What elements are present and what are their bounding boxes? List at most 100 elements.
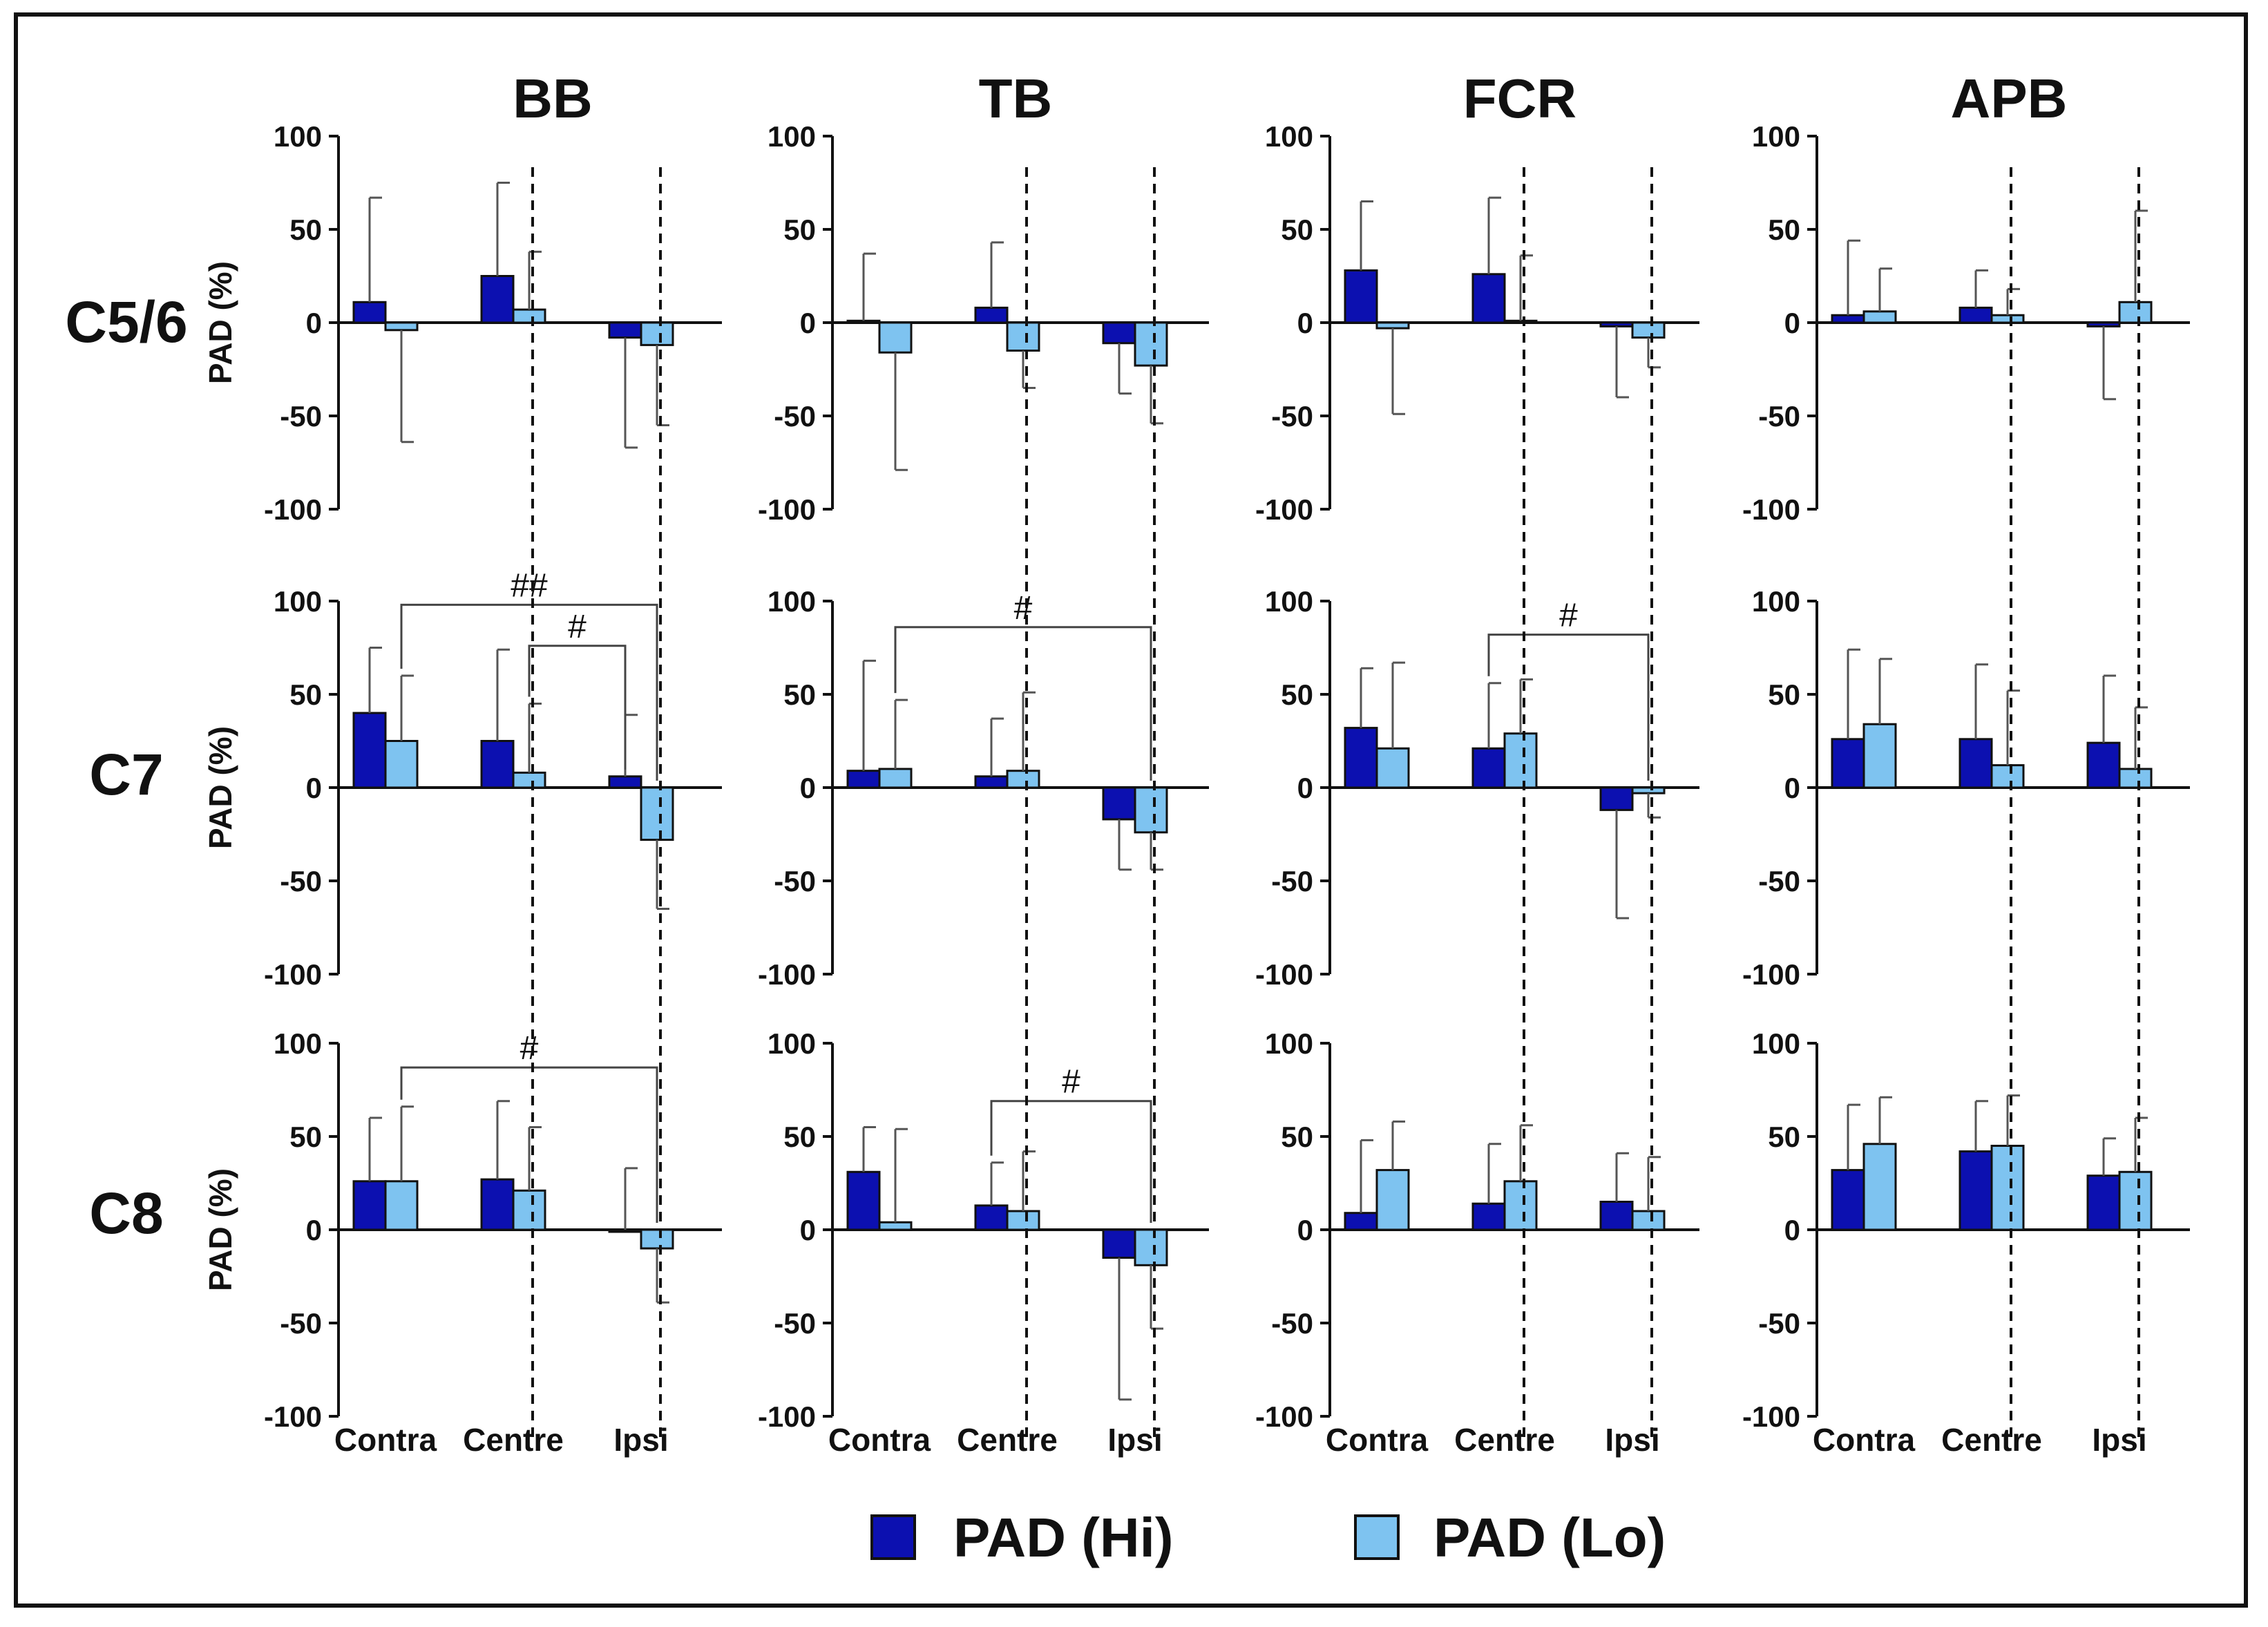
panel-apb-c8: 100 50 0 -50 -100 Contra Centre Ipsi bbox=[1742, 1027, 2190, 1458]
bar-hi-centre bbox=[1471, 747, 1506, 789]
x-tick-label: Centre bbox=[463, 1422, 564, 1458]
bar-lo-contra bbox=[878, 768, 913, 789]
col-title-bb: BB bbox=[513, 68, 593, 129]
x-tick-label: Contra bbox=[828, 1422, 931, 1458]
bar-hi-contra bbox=[846, 770, 881, 789]
bar-lo-ipsi bbox=[1631, 786, 1666, 795]
y-tick-label: -100 bbox=[1255, 1400, 1313, 1433]
bar-lo-ipsi bbox=[1134, 786, 1168, 834]
panel-fcr-c7: 100 50 0 -50 -100 # bbox=[1255, 585, 1699, 991]
row-label-c56: C5/6 bbox=[65, 289, 187, 354]
y-tick-label: -50 bbox=[774, 865, 816, 897]
y-tick-label: -50 bbox=[774, 1307, 816, 1340]
y-tick-label: 50 bbox=[289, 1121, 322, 1153]
bar-hi-centre bbox=[480, 275, 515, 324]
bar-lo-ipsi bbox=[640, 786, 674, 841]
y-tick-label: -50 bbox=[1758, 865, 1800, 897]
bar-hi-centre bbox=[1471, 1202, 1506, 1231]
y-tick-label: 100 bbox=[1265, 120, 1313, 153]
bar-lo-contra bbox=[878, 321, 913, 354]
bar-lo-ipsi bbox=[1134, 1228, 1168, 1266]
y-axis-label: PAD (%) bbox=[202, 261, 238, 384]
panel-tb-c8: 100 50 0 -50 -100 # Contra Centre Ipsi bbox=[758, 1027, 1209, 1458]
bar-hi-contra bbox=[1344, 269, 1378, 324]
significance-label: # bbox=[1559, 598, 1578, 634]
bar-hi-ipsi bbox=[2086, 1174, 2121, 1231]
bar-hi-contra bbox=[352, 301, 387, 324]
significance-label: # bbox=[1062, 1064, 1080, 1101]
y-axis-label: PAD (%) bbox=[202, 1168, 238, 1291]
bar-hi-contra bbox=[846, 1170, 881, 1231]
y-tick-label: -100 bbox=[1742, 493, 1800, 526]
significance-bracket bbox=[990, 1100, 1152, 1223]
x-tick-label: Contra bbox=[1326, 1422, 1429, 1458]
significance-bracket bbox=[528, 645, 627, 770]
y-tick-label: 0 bbox=[306, 772, 322, 804]
y-tick-label: -50 bbox=[1271, 865, 1313, 897]
col-title-fcr: FCR bbox=[1463, 68, 1576, 129]
bar-hi-contra bbox=[1831, 314, 1865, 324]
bar-hi-contra bbox=[352, 712, 387, 789]
bar-lo-contra bbox=[1862, 1143, 1897, 1231]
panel-bb-c8: 100 50 0 -50 -100 PAD (%) # Contra Centre Ipsi bbox=[202, 1027, 722, 1458]
bar-hi-ipsi bbox=[608, 1228, 642, 1233]
bar-hi-ipsi bbox=[1599, 321, 1634, 327]
bar-hi-contra bbox=[1344, 1212, 1378, 1231]
y-tick-label: 50 bbox=[1768, 678, 1800, 711]
bar-lo-centre bbox=[1503, 732, 1538, 789]
bar-lo-contra bbox=[1862, 310, 1897, 324]
bar-lo-centre bbox=[1006, 1210, 1040, 1231]
y-tick-label: 100 bbox=[274, 585, 322, 618]
y-tick-label: -100 bbox=[1742, 958, 1800, 991]
bar-hi-ipsi bbox=[1599, 1201, 1634, 1231]
y-tick-label: 100 bbox=[274, 120, 322, 153]
y-tick-label: 50 bbox=[1768, 1121, 1800, 1153]
bar-hi-contra bbox=[1344, 727, 1378, 789]
bar-hi-centre bbox=[1959, 1150, 1993, 1231]
y-tick-label: 0 bbox=[800, 1214, 816, 1246]
x-tick-label: Centre bbox=[957, 1422, 1058, 1458]
y-tick-label: -100 bbox=[758, 1400, 816, 1433]
bar-hi-centre bbox=[480, 740, 515, 789]
y-tick-label: 50 bbox=[783, 213, 816, 246]
y-tick-label: 100 bbox=[768, 1027, 816, 1060]
bar-hi-ipsi bbox=[2086, 741, 2121, 789]
bar-lo-contra bbox=[1375, 747, 1410, 789]
x-tick-label: Ipsi bbox=[1107, 1422, 1162, 1458]
legend-label-lo: PAD (Lo) bbox=[1433, 1507, 1666, 1568]
y-tick-label: -100 bbox=[264, 1400, 322, 1433]
y-tick-label: 0 bbox=[306, 307, 322, 339]
y-tick-label: -100 bbox=[264, 958, 322, 991]
bar-lo-ipsi bbox=[1631, 1210, 1666, 1231]
panel-tb-c7: 100 50 0 -50 -100 # bbox=[758, 585, 1209, 991]
y-tick-label: 100 bbox=[1752, 120, 1800, 153]
bar-hi-ipsi bbox=[2086, 321, 2121, 327]
bar-hi-centre bbox=[974, 1204, 1009, 1231]
bar-lo-centre bbox=[1006, 321, 1040, 352]
y-tick-label: 50 bbox=[783, 1121, 816, 1153]
legend-label-hi: PAD (Hi) bbox=[953, 1507, 1173, 1568]
y-tick-label: 0 bbox=[800, 307, 816, 339]
bar-lo-ipsi bbox=[2118, 301, 2153, 324]
bar-lo-ipsi bbox=[640, 321, 674, 346]
y-tick-label: 100 bbox=[1752, 585, 1800, 618]
y-tick-label: -50 bbox=[1758, 1307, 1800, 1340]
significance-bracket bbox=[400, 603, 658, 781]
y-tick-label: 50 bbox=[1768, 213, 1800, 246]
y-tick-label: -50 bbox=[774, 400, 816, 432]
legend: PAD (Hi) PAD (Lo) bbox=[870, 1507, 1666, 1568]
bar-lo-contra bbox=[1862, 723, 1897, 789]
x-tick-label: Ipsi bbox=[1605, 1422, 1659, 1458]
significance-bracket bbox=[400, 1066, 658, 1223]
bar-hi-ipsi bbox=[608, 321, 642, 339]
significance-bracket bbox=[894, 626, 1152, 781]
bar-lo-contra bbox=[1375, 1169, 1410, 1231]
y-tick-label: 0 bbox=[1297, 307, 1313, 339]
y-tick-label: -50 bbox=[1271, 1307, 1313, 1340]
col-title-apb: APB bbox=[1951, 68, 2068, 129]
bar-hi-centre bbox=[1959, 306, 1993, 324]
significance-label: # bbox=[568, 609, 587, 645]
significance-label: ## bbox=[511, 567, 548, 604]
y-tick-label: -100 bbox=[264, 493, 322, 526]
